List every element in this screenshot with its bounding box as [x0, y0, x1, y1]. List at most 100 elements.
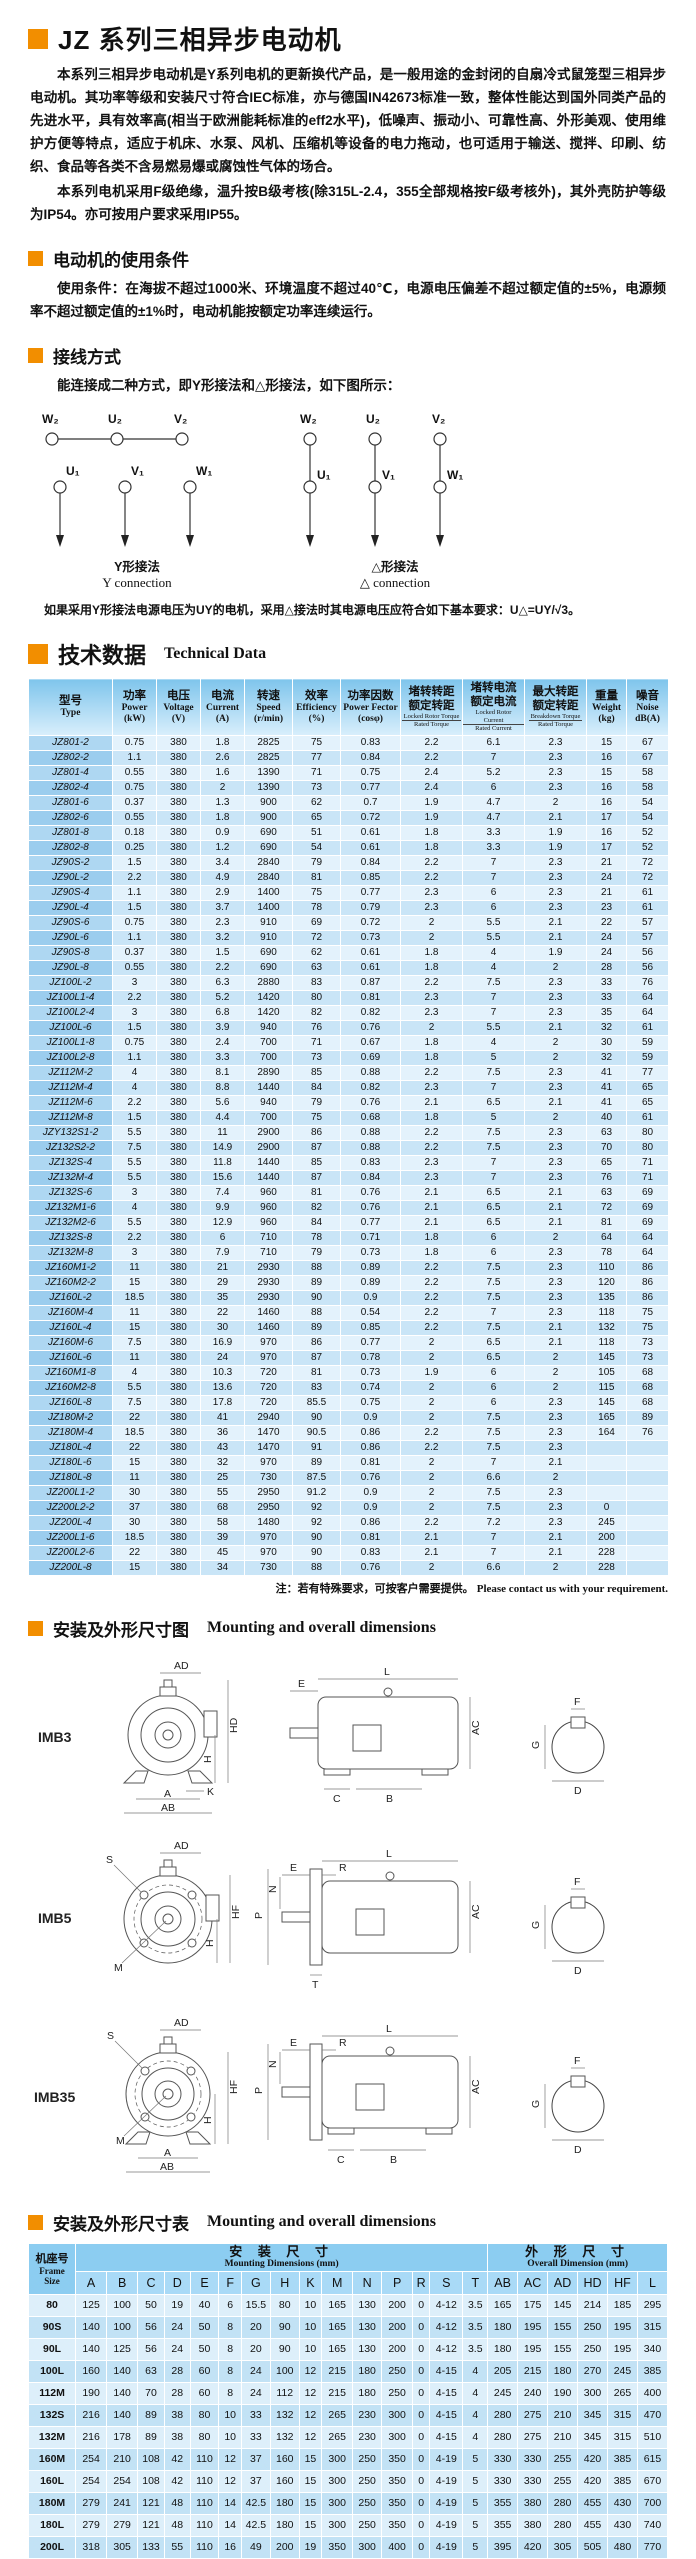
value-cell: 480 [606, 2535, 638, 2559]
value-cell: 67 [626, 749, 669, 766]
value-cell: 130 [352, 2337, 383, 2361]
value-cell: 78 [292, 899, 341, 916]
value-cell: 89 [137, 2425, 165, 2449]
value-cell: 7 [462, 1004, 525, 1021]
value-cell: 690 [244, 944, 293, 961]
value-cell: 16 [586, 824, 627, 841]
value-cell: 145 [547, 2293, 579, 2317]
value-cell: 1.5 [112, 1109, 157, 1126]
value-cell: 200 [381, 2315, 414, 2339]
value-cell: 8.8 [200, 1079, 245, 1096]
tech-title-cn: 技术数据 [58, 643, 147, 668]
value-cell: 118 [586, 1304, 627, 1321]
svg-text:F: F [574, 2055, 580, 2067]
value-cell: 2.1 [524, 1454, 587, 1471]
value-cell: 380 [517, 2513, 549, 2537]
svg-text:HF: HF [228, 2080, 240, 2094]
value-cell: 0.75 [112, 779, 157, 796]
svg-text:L: L [384, 1666, 390, 1678]
value-cell: 2.1 [524, 1334, 587, 1351]
value-cell: 254 [75, 2447, 108, 2471]
value-cell: 960 [244, 1184, 293, 1201]
value-cell: 2.2 [400, 1304, 463, 1321]
value-cell: 2.3 [524, 869, 587, 886]
tech-table-row: JZ132M1-6 4 380 9.9 960 82 0.76 2.1 6.5 2.1 72 69 [28, 1199, 669, 1216]
value-cell: 64 [626, 1004, 669, 1021]
svg-text:IMB35: IMB35 [34, 2089, 75, 2105]
tech-table-row: JZ802-6 0.55 380 1.8 900 65 0.72 1.9 4.7 2.1 17 54 [28, 809, 669, 826]
value-cell: 85.5 [292, 1394, 341, 1411]
row-label-cell: JZ160L-4 [28, 1319, 113, 1336]
row-label-cell: JZ802-4 [28, 779, 113, 796]
value-cell: 71 [292, 1034, 341, 1051]
value-cell: 63 [586, 1184, 627, 1201]
dim-col-ad: AD [547, 2270, 579, 2295]
value-cell: 250 [381, 2381, 414, 2405]
value-cell: 960 [244, 1199, 293, 1216]
value-cell: 86 [626, 1274, 669, 1291]
svg-text:AD: AD [174, 2017, 189, 2029]
dim-table-row: 160L 254 254 108 42 110 12 37 160 15 300 250 350 0 4-1… [27, 2469, 669, 2493]
value-cell [626, 1499, 669, 1516]
value-cell: 180 [487, 2337, 519, 2361]
svg-text:R: R [339, 2037, 347, 2049]
row-label-cell: JZ90L-4 [28, 899, 113, 916]
row-label-cell: JZ200L1-6 [28, 1529, 113, 1546]
value-cell: 5.5 [112, 1379, 157, 1396]
value-cell: 380 [156, 749, 201, 766]
value-cell: 2880 [244, 974, 293, 991]
value-cell: 77 [292, 749, 341, 766]
row-label-cell: JZ90L-8 [28, 959, 113, 976]
value-cell: 30 [586, 1034, 627, 1051]
value-cell: 380 [156, 1049, 201, 1066]
dim-col-ab: AB [487, 2270, 519, 2295]
value-cell: 6 [462, 899, 525, 916]
value-cell: 1460 [244, 1304, 293, 1321]
value-cell: 54 [292, 839, 341, 856]
value-cell: 1.8 [400, 1049, 463, 1066]
value-cell: 380 [156, 1094, 201, 1111]
value-cell: 0 [412, 2491, 431, 2515]
value-cell: 0.88 [340, 1064, 401, 1081]
orange-square-icon [28, 2214, 43, 2230]
value-cell: 7.5 [462, 1064, 525, 1081]
value-cell: 0.76 [340, 1469, 401, 1486]
value-cell: 0.83 [340, 1544, 401, 1561]
value-cell: 90 [269, 2315, 300, 2339]
tech-table-row: JZ200L-4 30 380 58 1480 92 0.86 2.2 7.2 2.3 245 [28, 1514, 669, 1531]
value-cell: 180 [269, 2491, 300, 2515]
value-cell: 15.6 [200, 1169, 245, 1186]
value-cell: 1.9 [400, 809, 463, 826]
delta-connection-diagram: W₂ U₂ V₂ U₁ V₁ W₁ [300, 412, 463, 547]
value-cell: 24 [200, 1349, 245, 1366]
value-cell: 24 [586, 869, 627, 886]
value-cell: 75 [626, 1304, 669, 1321]
dim-table-row: 160M 254 210 108 42 110 12 37 160 15 300 250 350 0 4-1… [27, 2447, 669, 2471]
value-cell: 71 [626, 1154, 669, 1171]
value-cell [626, 1544, 669, 1561]
value-cell: 15 [298, 2491, 323, 2515]
value-cell: 0.81 [340, 1529, 401, 1546]
value-cell: 900 [244, 794, 293, 811]
value-cell: 17.8 [200, 1394, 245, 1411]
row-label-cell: JZ132S-6 [28, 1184, 113, 1201]
value-cell: 7.4 [200, 1184, 245, 1201]
row-label-cell: JZ160M2-2 [28, 1274, 113, 1291]
value-cell: 2.2 [400, 1064, 463, 1081]
value-cell: 720 [244, 1394, 293, 1411]
row-label-cell: JZ132S2-2 [28, 1139, 113, 1156]
tech-header-cell: 堵转电流 额定电流 Locked Rotor Current Rated Curren… [462, 678, 525, 736]
row-label-cell: JZ802-8 [28, 839, 113, 856]
value-cell: 88 [292, 1559, 341, 1576]
value-cell: 230 [352, 2403, 383, 2427]
svg-text:W₁: W₁ [447, 468, 463, 482]
value-cell: 24 [586, 929, 627, 946]
value-cell: 305 [106, 2535, 139, 2559]
value-cell: 2 [524, 1469, 587, 1486]
value-cell: 240 [517, 2381, 549, 2405]
value-cell: 0.85 [340, 1319, 401, 1336]
value-cell: 3.3 [462, 839, 525, 856]
value-cell: 22 [112, 1544, 157, 1561]
value-cell: 0.9 [340, 1289, 401, 1306]
tech-table-row: JZ90L-2 2.2 380 4.9 2840 81 0.85 2.2 7 2.3 24 72 [28, 869, 669, 886]
